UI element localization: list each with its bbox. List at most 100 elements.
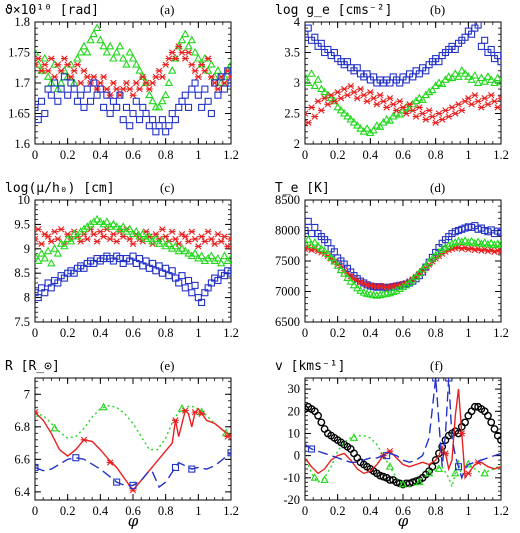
data-point-red [90,230,98,238]
data-point-green [40,53,50,62]
data-point-green [197,59,206,68]
y-tick-label: 7 [24,387,30,401]
data-point-red [214,85,222,93]
data-point-blue [227,79,231,87]
data-point-red [185,49,192,56]
data-point-blue [145,122,153,130]
data-point-green [50,244,59,252]
data-point-red [227,73,231,81]
data-point-blue [60,73,68,81]
data-point-green [89,29,99,38]
data-point-green [190,248,200,257]
data-point-blue [70,85,78,93]
data-point-red [188,61,196,68]
data-point-red [402,110,410,117]
data-point-blue [184,103,193,111]
x-tick-label: 0.6 [395,326,411,340]
data-point-green [141,78,151,86]
data-point-red [51,73,58,81]
data-point-red [432,119,440,126]
x-tick-label: 1 [195,504,201,518]
data-point-green [313,75,323,83]
y-tick-label: 7500 [275,254,300,268]
plot-area [35,402,231,494]
panel-title: log g_e [cms⁻²] [275,3,392,18]
data-point-red [155,67,163,74]
data-point-red [126,85,134,93]
data-point-green [177,244,187,252]
x-axis-label: φ [128,512,139,530]
y-tick-label: 3.5 [284,46,300,60]
data-point-red [35,235,39,243]
data-point-red [194,243,202,250]
data-point-green [356,124,365,132]
data-point-green [56,78,66,86]
data-point-red [198,61,205,68]
x-tick-label: 0 [32,148,38,162]
panel-tag: (b) [430,2,445,17]
data-point-red [77,79,85,87]
data-point-red [334,88,342,96]
data-point-red [497,95,501,102]
data-point-green [343,111,352,120]
data-point-red [224,433,231,440]
data-point-green [213,253,223,262]
data-point-green [454,72,463,80]
data-point-green [79,224,89,233]
data-point-green [441,242,450,251]
data-point-green [197,251,206,260]
data-point-green [415,477,424,486]
data-point-red [129,240,137,248]
data-point-red [340,85,348,93]
data-point-red [208,73,215,81]
data-point-green [154,102,164,111]
data-point-blue [175,103,183,111]
data-point-red [47,238,55,245]
data-point-green [437,245,447,253]
data-point-green [460,236,470,244]
x-tick-label: 0.6 [125,504,141,518]
data-point-blue [178,272,186,280]
data-point-green [194,53,203,62]
data-point-blue [481,36,489,44]
y-tick-label: 1.7 [14,76,30,90]
data-point-red [487,92,495,99]
x-tick-label: 0.8 [158,326,174,340]
series-line-green [305,435,501,490]
data-point-blue [100,103,108,111]
data-point-green [171,53,180,62]
data-point-red [168,49,176,56]
data-point-green [223,256,231,264]
data-point-red [471,92,479,99]
data-point-green [66,236,76,245]
data-point-blue [152,128,160,136]
data-point-green [213,66,223,74]
data-point-red [370,95,377,102]
data-point-green [207,251,216,260]
data-point-green [174,41,183,50]
data-point-red [191,408,199,416]
data-point-green [37,66,46,74]
data-point-red [35,55,42,62]
data-point-green [99,402,108,411]
data-point-red [455,101,462,108]
data-point-green [339,108,349,117]
data-point-green [375,122,385,130]
data-point-green [437,79,447,88]
data-point-green [326,253,336,261]
y-tick-label: 20 [288,404,301,418]
data-point-red [67,73,75,81]
panel-title: T_e [K] [275,181,330,196]
data-point-black [317,418,326,427]
data-point-blue [227,269,231,277]
data-point-green [320,87,329,96]
data-point-blue [119,116,127,124]
data-point-red [412,113,420,120]
data-point-red [429,113,436,120]
data-point-green [167,66,177,74]
x-tick-label: 0.6 [395,504,411,518]
data-point-red [96,79,104,87]
data-point-green [158,236,167,245]
data-point-blue [64,91,72,99]
series-line-green [35,404,231,451]
